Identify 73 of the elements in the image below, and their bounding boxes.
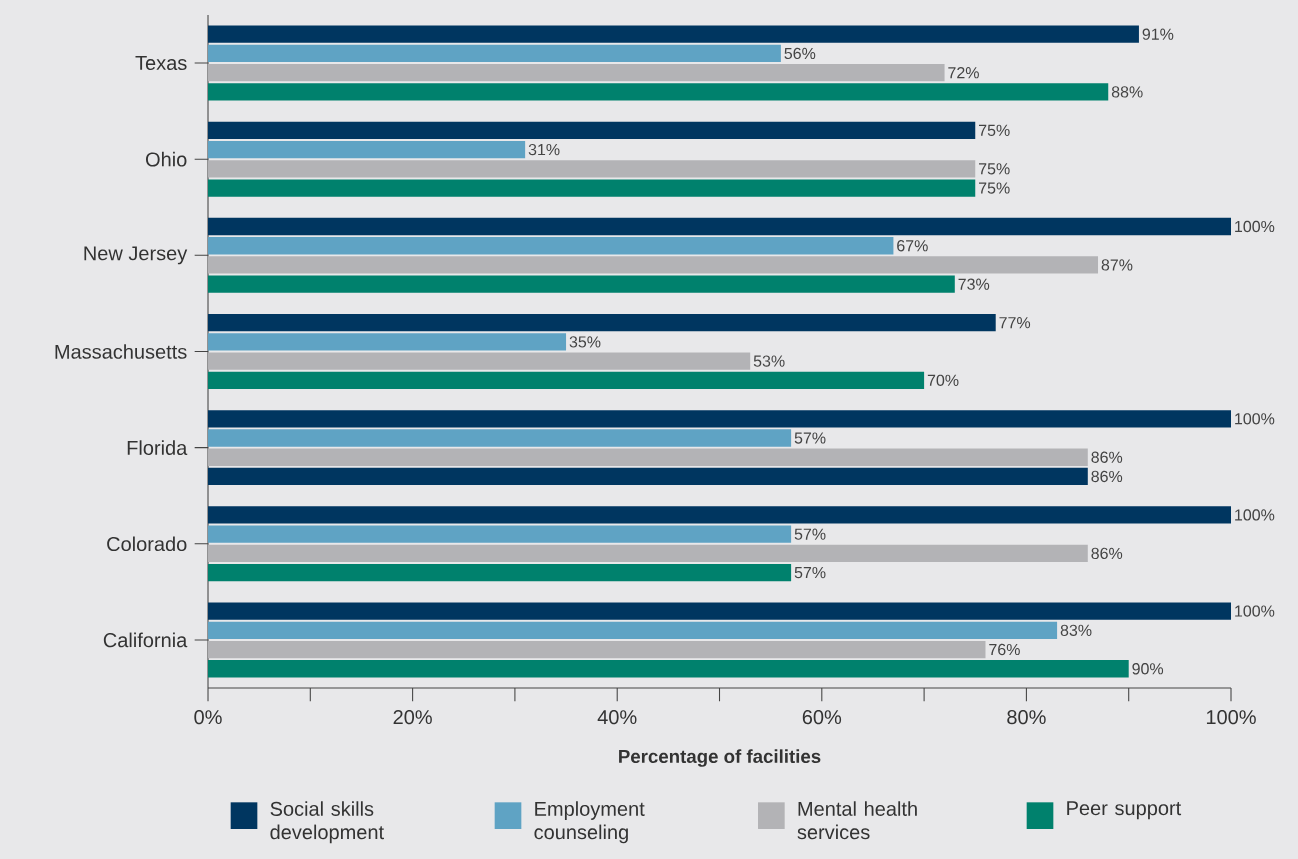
bar [208, 563, 792, 582]
data-label: 76% [989, 643, 1020, 656]
data-label: 86% [1091, 470, 1123, 483]
bar [208, 544, 1088, 563]
y-tick-label: California [103, 632, 188, 648]
data-label: 57% [794, 432, 826, 444]
bar [208, 602, 1231, 620]
bar [208, 621, 1058, 639]
data-label: 75% [979, 124, 1010, 136]
data-label: 75% [979, 182, 1010, 194]
bar [208, 429, 792, 447]
data-label: 56% [784, 47, 816, 60]
bar [208, 410, 1231, 428]
data-label: 72% [948, 67, 979, 79]
bar [208, 64, 945, 82]
data-label: 100% [1235, 509, 1275, 521]
data-label: 91% [1142, 28, 1174, 40]
bar [208, 83, 1109, 101]
data-label: 70% [927, 374, 959, 386]
legend-label: Mental health services [797, 801, 917, 840]
data-label: 100% [1235, 220, 1275, 233]
data-label: 73% [958, 278, 990, 290]
y-tick-label: Ohio [145, 151, 187, 167]
data-label: 87% [1101, 259, 1133, 271]
x-tick-label: 40% [597, 710, 637, 725]
bar [208, 256, 1099, 274]
x-tick-label: 20% [393, 710, 432, 725]
bar [208, 352, 751, 370]
y-tick-label: New Jersey [84, 246, 188, 265]
x-tick-label: 0% [194, 710, 222, 725]
bar [208, 217, 1231, 236]
bar [208, 140, 526, 159]
bar [208, 121, 976, 140]
bar [208, 333, 567, 351]
data-label: 100% [1235, 413, 1275, 425]
bar [208, 506, 1231, 524]
y-tick-label: Florida [127, 440, 188, 455]
bar [208, 237, 894, 255]
bar [208, 25, 1139, 43]
legend-label: Social skills development [270, 801, 384, 844]
data-label: 90% [1132, 663, 1164, 675]
data-label: 57% [794, 528, 826, 540]
data-label: 35% [569, 336, 601, 348]
x-tick-label: 100% [1206, 710, 1256, 725]
bar [208, 525, 792, 543]
data-label: 86% [1091, 451, 1123, 463]
y-tick-label: Texas [135, 56, 187, 71]
bar [208, 371, 925, 389]
data-label: 31% [528, 143, 560, 156]
bar [208, 660, 1129, 678]
data-label: 53% [753, 355, 785, 367]
data-label: 83% [1060, 624, 1092, 636]
bar [208, 44, 781, 63]
data-label: 77% [999, 317, 1031, 329]
y-tick-label: Massachusetts [55, 344, 187, 359]
bar [208, 179, 976, 197]
bar [208, 640, 986, 659]
bar [208, 313, 996, 332]
bar [208, 275, 955, 293]
x-tick-label: 60% [802, 710, 842, 725]
data-label: 67% [897, 240, 928, 252]
y-tick-label: Colorado [107, 536, 187, 552]
data-label: 57% [794, 566, 826, 579]
data-label: 88% [1111, 86, 1143, 98]
data-label: 75% [979, 163, 1010, 175]
bar [208, 160, 976, 178]
bar [208, 448, 1088, 466]
x-tick-label: 80% [1007, 710, 1046, 725]
legend-label: Peer support [1067, 801, 1182, 820]
x-axis-title: Percentage of facilities [619, 749, 821, 767]
legend-label: Employment counseling [534, 801, 645, 844]
data-label: 86% [1091, 547, 1123, 560]
data-label: 100% [1235, 605, 1275, 617]
